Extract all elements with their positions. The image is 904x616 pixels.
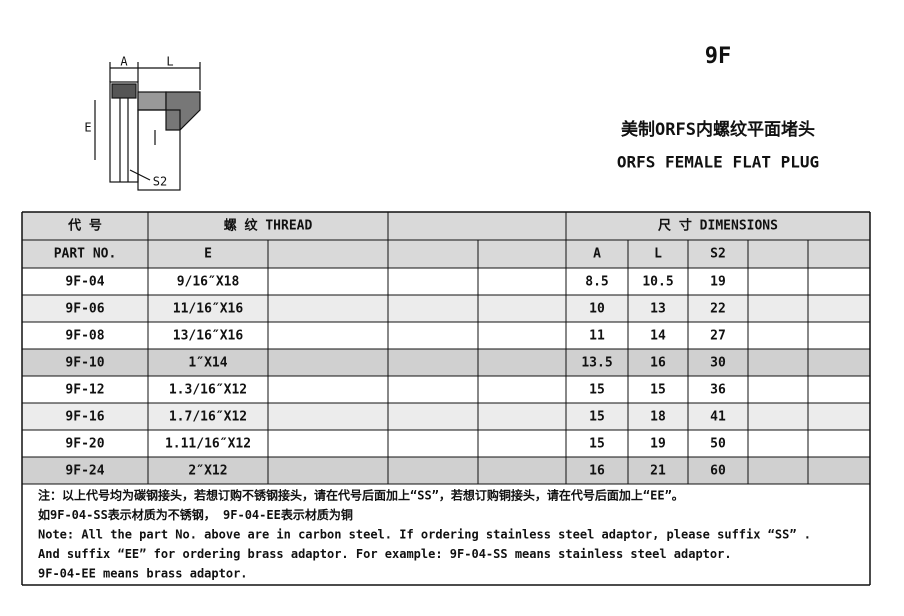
title-cn: 美制ORFS内螺纹平面堵头 — [621, 119, 815, 140]
note-line: And suffix “EE” for ordering brass adapt… — [38, 547, 732, 561]
table-cell: 11 — [589, 329, 605, 344]
table-cell: 9F-20 — [65, 437, 104, 452]
table: 代 号 螺 纹 THREAD 尺 寸 DIMENSIONS PART NO. E A L S2… — [21, 211, 871, 586]
table-cell: 30 — [710, 356, 726, 371]
table-cell: PART NO. — [54, 247, 117, 262]
table-cell: 27 — [710, 329, 726, 344]
table-cell: 19 — [650, 437, 666, 452]
table-cell: 10.5 — [642, 275, 673, 290]
row-bg — [22, 403, 870, 430]
table-cell: 15 — [589, 410, 605, 425]
table-cell: 60 — [710, 464, 726, 479]
table-cell: 19 — [710, 275, 726, 290]
table-cell: 41 — [710, 410, 726, 425]
dim-label: A — [120, 55, 128, 69]
table-cell: 22 — [710, 302, 726, 317]
table-cell: 14 — [650, 329, 666, 344]
note-line: Note: All the part No. above are in carb… — [38, 528, 811, 542]
dim-label: L — [166, 55, 173, 69]
table-cell: 18 — [650, 410, 666, 425]
table-cell: E — [204, 247, 212, 262]
note-line: 如9F-04-SS表示材质为不锈钢， 9F-04-EE表示材质为铜 — [38, 507, 353, 522]
note-line: 注：以上代号均为碳钢接头，若想订购不锈钢接头，请在代号后面加上“SS”，若想订购… — [38, 488, 684, 503]
table-cell: 8.5 — [585, 275, 608, 290]
table-cell: 36 — [710, 383, 726, 398]
table-cell: 1.11/16″X12 — [165, 437, 251, 452]
table-cell: 2″X12 — [188, 464, 227, 479]
table-cell: 21 — [650, 464, 666, 479]
table-cell: 13 — [650, 302, 666, 317]
table-cell: 50 — [710, 437, 726, 452]
table-cell: 16 — [589, 464, 605, 479]
table-cell: 1″X14 — [188, 356, 227, 371]
table-cell: 1.7/16″X12 — [169, 410, 247, 425]
table-cell: 15 — [589, 437, 605, 452]
table-cell: 9F-16 — [65, 410, 104, 425]
table-cell: 13.5 — [581, 356, 612, 371]
table-cell: A — [593, 247, 601, 262]
table-cell: 螺 纹 THREAD — [224, 218, 313, 234]
table-cell: 代 号 — [67, 218, 102, 234]
table-cell: 11/16″X16 — [173, 302, 244, 317]
dim-label: S2 — [153, 175, 167, 189]
table-cell: 16 — [650, 356, 666, 371]
table-cell: 9F-08 — [65, 329, 104, 344]
table-cell: 15 — [650, 383, 666, 398]
title-en: ORFS FEMALE FLAT PLUG — [617, 153, 819, 172]
table-cell: 15 — [589, 383, 605, 398]
table-cell: 9F-06 — [65, 302, 104, 317]
table-cell: 9/16″X18 — [177, 275, 240, 290]
table-cell: S2 — [710, 247, 726, 262]
table-cell: 10 — [589, 302, 605, 317]
model: 9F — [705, 44, 732, 69]
table-cell: 尺 寸 DIMENSIONS — [658, 218, 778, 234]
row-bg — [22, 295, 870, 322]
row-bg — [22, 349, 870, 376]
table-cell: 13/16″X16 — [173, 329, 244, 344]
note-line: 9F-04-EE means brass adaptor. — [38, 567, 248, 581]
dim-label: E — [84, 121, 91, 135]
table-cell: 9F-04 — [65, 275, 104, 290]
table-cell: 9F-10 — [65, 356, 104, 371]
table-cell: L — [654, 247, 662, 262]
drawing — [94, 62, 201, 191]
table-cell: 9F-24 — [65, 464, 104, 479]
table-cell: 1.3/16″X12 — [169, 383, 247, 398]
row-bg — [22, 457, 870, 484]
table-cell: 9F-12 — [65, 383, 104, 398]
